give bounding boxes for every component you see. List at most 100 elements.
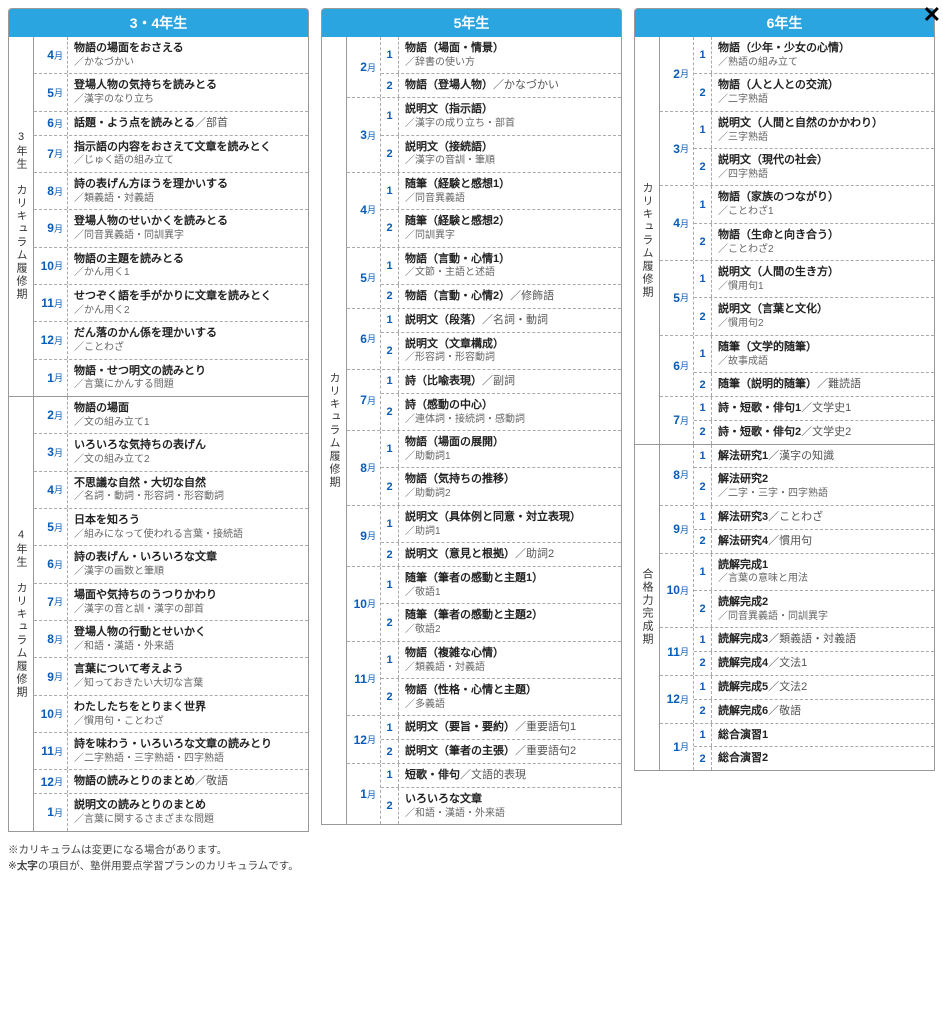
item-content: 読解完成6／敬語 xyxy=(712,700,934,723)
item-title: 解法研究3／ことわざ xyxy=(718,510,928,525)
curriculum-item: 2物語（生命と向き合う）／ことわざ2 xyxy=(694,224,934,260)
month-label: 2月 xyxy=(34,397,68,433)
item-number: 2 xyxy=(694,700,712,723)
item-title: 総合演習1 xyxy=(718,728,928,743)
item-subtitle: ／二字熟語 xyxy=(718,93,928,107)
item-content: 説明文の読みとりのまとめ／言葉に関するさまざまな問題 xyxy=(68,794,308,830)
item-title: 詩の表げん方ほうを理かいする xyxy=(74,177,302,192)
close-icon[interactable]: ✕ xyxy=(923,2,941,28)
month-list: 4月物語の場面をおさえる／かなづかい5月登場人物の気持ちを読みとる／漢字のなり立… xyxy=(34,37,308,396)
month-label: 12月 xyxy=(347,716,381,763)
month-label: 5月 xyxy=(34,74,68,110)
item-subtitle: ／和語・漢語・外来語 xyxy=(405,807,615,821)
item-content: 解法研究2／二字・三字・四字熟語 xyxy=(712,468,934,504)
item-subtitle: ／かなづかい xyxy=(74,56,302,70)
item-subtitle: ／文の組み立て1 xyxy=(74,416,302,430)
item-number: 2 xyxy=(381,468,399,504)
item-title: 物語の主題を読みとる xyxy=(74,252,302,267)
sub-list: 1説明文（具体例と同意・対立表現）／助詞12説明文（意見と根拠）／助詞2 xyxy=(381,506,621,566)
item-number: 1 xyxy=(381,98,399,134)
period-label: カリキュラム履修期 xyxy=(635,37,660,444)
sub-list: わたしたちをとりまく世界／慣用句・ことわざ xyxy=(68,696,308,732)
curriculum-item: 不思議な自然・大切な自然／名詞・動詞・形容詞・形容動詞 xyxy=(68,472,308,508)
item-title: 物語の場面 xyxy=(74,401,302,416)
sub-list: 指示語の内容をおさえて文章を読みとく／じゅく語の組み立て xyxy=(68,136,308,172)
month-row: 11月1物語（複雑な心情）／類義語・対義語2物語（性格・心情と主題）／多義語 xyxy=(347,642,621,717)
curriculum-item: 1物語（少年・少女の心情）／熟語の組み立て xyxy=(694,37,934,74)
item-title: 説明文の読みとりのまとめ xyxy=(74,798,302,813)
sub-list: 1物語（少年・少女の心情）／熟語の組み立て2物語（人と人との交流）／二字熟語 xyxy=(694,37,934,111)
month-label: 6月 xyxy=(34,112,68,135)
item-title: 読解完成3／類義語・対義語 xyxy=(718,632,928,647)
month-label: 10月 xyxy=(347,567,381,641)
sub-list: 1読解完成1／言葉の意味と用法2読解完成2／同音異義語・同訓異字 xyxy=(694,554,934,628)
item-title: 詩・短歌・俳句1／文学史1 xyxy=(718,401,928,416)
grade-header: 3・4年生 xyxy=(8,8,309,37)
month-row: 6月1随筆（文学的随筆）／故事成語2随筆（説明的随筆）／難読語 xyxy=(660,336,934,397)
month-row: 9月登場人物のせいかくを読みとる／同音異義語・同訓異字 xyxy=(34,210,308,247)
item-title: 詩を味わう・いろいろな文章の読みとり xyxy=(74,737,302,752)
item-title: 説明文（人間の生き方） xyxy=(718,265,928,280)
item-content: 物語（性格・心情と主題）／多義語 xyxy=(399,679,621,715)
item-subtitle: ／連体詞・接続詞・感動詞 xyxy=(405,413,615,427)
curriculum-item: わたしたちをとりまく世界／慣用句・ことわざ xyxy=(68,696,308,732)
item-title: 随筆（説明的随筆）／難読語 xyxy=(718,377,928,392)
item-number: 1 xyxy=(381,370,399,393)
item-content: 物語（複雑な心情）／類義語・対義語 xyxy=(399,642,621,678)
item-content: 物語の主題を読みとる／かん用く1 xyxy=(68,248,308,284)
month-label: 2月 xyxy=(347,37,381,97)
month-row: 3月いろいろな気持ちの表げん／文の組み立て2 xyxy=(34,434,308,471)
item-title: 詩の表げん・いろいろな文章 xyxy=(74,550,302,565)
item-content: 詩を味わう・いろいろな文章の読みとり／二字熟語・三字熟語・四字熟語 xyxy=(68,733,308,769)
sub-list: 1詩・短歌・俳句1／文学史12詩・短歌・俳句2／文学史2 xyxy=(694,397,934,444)
month-label: 10月 xyxy=(660,554,694,628)
month-row: 5月1物語（言動・心情1）／文節・主語と述語2物語（言動・心情2）／修飾語 xyxy=(347,248,621,309)
month-label: 8月 xyxy=(660,445,694,505)
sub-list: 登場人物のせいかくを読みとる／同音異義語・同訓異字 xyxy=(68,210,308,246)
grade-column: 5年生カリキュラム履修期2月1物語（場面・情景）／辞書の使い方2物語（登場人物）… xyxy=(321,8,622,825)
item-number: 1 xyxy=(694,628,712,651)
item-title: 登場人物のせいかくを読みとる xyxy=(74,214,302,229)
item-number: 2 xyxy=(381,74,399,97)
item-subtitle: ／形容詞・形容動詞 xyxy=(405,351,615,365)
item-title: 随筆（筆者の感動と主題1） xyxy=(405,571,615,586)
item-title: 説明文（現代の社会） xyxy=(718,153,928,168)
curriculum-item: 1説明文（段落）／名詞・動詞 xyxy=(381,309,621,333)
curriculum-item: 場面や気持ちのうつりかわり／漢字の音と訓・漢字の部首 xyxy=(68,584,308,620)
item-content: 物語・せつ明文の読みとり／言葉にかんする問題 xyxy=(68,360,308,396)
month-row: 11月1読解完成3／類義語・対義語2読解完成4／文法1 xyxy=(660,628,934,676)
item-title: 説明文（文章構成） xyxy=(405,337,615,352)
curriculum-item: 2いろいろな文章／和語・漢語・外来語 xyxy=(381,788,621,824)
item-subtitle: ／同訓異字 xyxy=(405,229,615,243)
month-label: 9月 xyxy=(660,506,694,553)
month-row: 10月1随筆（筆者の感動と主題1）／敬語12随筆（筆者の感動と主題2）／敬語2 xyxy=(347,567,621,642)
item-subtitle: ／慣用句・ことわざ xyxy=(74,715,302,729)
item-title: 総合演習2 xyxy=(718,751,928,766)
curriculum-item: 1随筆（文学的随筆）／故事成語 xyxy=(694,336,934,373)
curriculum-item: 1読解完成1／言葉の意味と用法 xyxy=(694,554,934,591)
item-number: 2 xyxy=(694,224,712,260)
curriculum-item: 2読解完成6／敬語 xyxy=(694,700,934,723)
month-row: 5月日本を知ろう／組みになって使われる言葉・接続語 xyxy=(34,509,308,546)
month-row: 3月1説明文（指示語）／漢字の成り立ち・部首2説明文（接続語）／漢字の音訓・筆順 xyxy=(347,98,621,173)
item-title: 物語（言動・心情1） xyxy=(405,252,615,267)
month-row: 12月1説明文（要旨・要約）／重要語句12説明文（筆者の主張）／重要語句2 xyxy=(347,716,621,764)
item-subtitle: ／文の組み立て2 xyxy=(74,453,302,467)
curriculum-item: 登場人物の行動とせいかく／和語・漢語・外来語 xyxy=(68,621,308,657)
item-content: 読解完成2／同音異義語・同訓異字 xyxy=(712,591,934,627)
item-content: 詩の表げん方ほうを理かいする／類義語・対義語 xyxy=(68,173,308,209)
month-label: 4月 xyxy=(34,37,68,73)
item-title: 詩（感動の中心） xyxy=(405,398,615,413)
item-content: 随筆（筆者の感動と主題1）／敬語1 xyxy=(399,567,621,603)
item-subtitle: ／故事成語 xyxy=(718,355,928,369)
curriculum-item: 2読解完成4／文法1 xyxy=(694,652,934,675)
item-title: 読解完成5／文法2 xyxy=(718,680,928,695)
sub-list: 話題・よう点を読みとる／部首 xyxy=(68,112,308,135)
month-row: 10月1読解完成1／言葉の意味と用法2読解完成2／同音異義語・同訓異字 xyxy=(660,554,934,629)
month-label: 3月 xyxy=(347,98,381,172)
item-subtitle: ／敬語1 xyxy=(405,586,615,600)
item-content: だん落のかん係を理かいする／ことわざ xyxy=(68,322,308,358)
item-title: 日本を知ろう xyxy=(74,513,302,528)
month-label: 11月 xyxy=(34,733,68,769)
period-block: カリキュラム履修期2月1物語（少年・少女の心情）／熟語の組み立て2物語（人と人と… xyxy=(634,37,935,445)
